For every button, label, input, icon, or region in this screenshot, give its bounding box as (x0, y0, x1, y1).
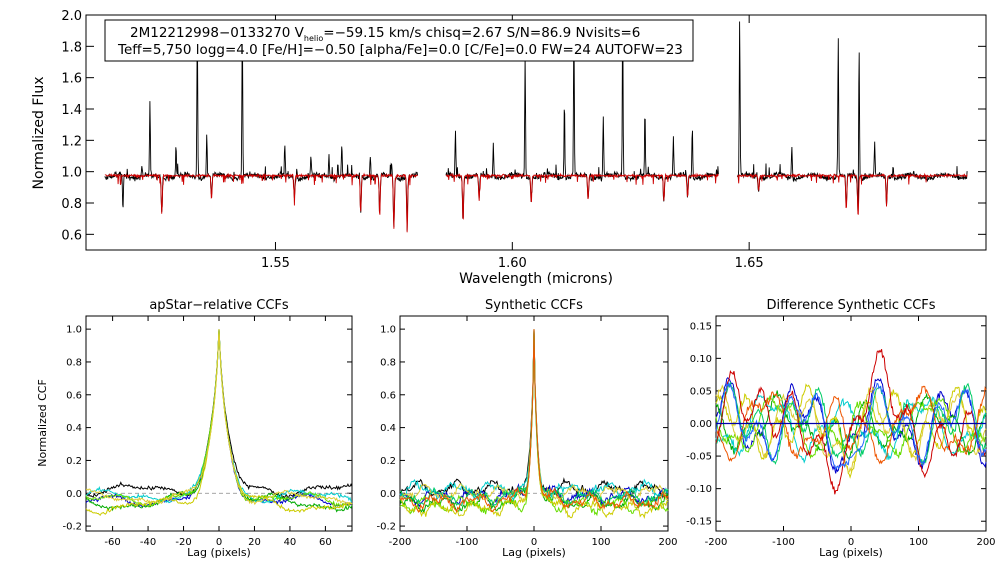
ccf-panel-difference-ticks: -200 -100 0 100 200 -0.15 -0.10 -0.05 0.00 0.05 0.… (686, 316, 996, 548)
x-tick-label: 200 (976, 537, 995, 548)
spectrum-annotation-box: 2M12212998−0133270 Vhelio=−59.15 km/s ch… (104, 19, 694, 62)
y-tick-label: 0.8 (61, 197, 82, 212)
x-tick-label: 100 (909, 537, 928, 548)
y-tick-label: -0.15 (686, 517, 712, 528)
ccf-panel-apstar-frame (85, 315, 353, 532)
ccf-panel-synthetic-plot (399, 329, 669, 520)
diff-ccf-series-3 (715, 393, 987, 464)
spectrum-ticks: 1.55 1.60 1.65 0.6 0.8 1.0 1.2 1.4 1.6 1.8 2.0 (61, 9, 986, 271)
y-tick-label: 1.6 (61, 72, 82, 87)
model-spectrum-chip-1 (104, 172, 418, 233)
y-tick-label: 0.8 (66, 357, 82, 368)
x-tick-label: -60 (104, 537, 120, 548)
y-tick-label: 1.0 (66, 325, 82, 336)
y-tick-label: 0.6 (66, 390, 82, 401)
annotation-star-velocity: 2M12212998−0133270 V (130, 25, 305, 41)
y-tick-label: 1.0 (61, 166, 82, 181)
x-tick-label: -100 (456, 537, 479, 548)
annotation-line-1: 2M12212998−0133270 Vhelio=−59.15 km/s ch… (130, 25, 640, 43)
x-tick-label: -200 (705, 537, 728, 548)
y-tick-label: 0.00 (690, 419, 712, 430)
y-tick-label: 0.15 (690, 321, 712, 332)
x-tick-label: 40 (284, 537, 297, 548)
y-tick-label: 1.8 (61, 40, 82, 55)
x-tick-label: -200 (389, 537, 412, 548)
model-spectrum-chip-3 (737, 172, 968, 215)
diff-ccf-series-5 (715, 383, 987, 479)
y-tick-label: -0.05 (686, 452, 712, 463)
x-tick-label: 0 (848, 537, 854, 548)
y-tick-label: 0.8 (380, 357, 396, 368)
x-tick-label: 1.55 (261, 256, 290, 271)
x-tick-label: 100 (591, 537, 610, 548)
annotation-line-2: Teff=5,750 logg=4.0 [Fe/H]=−0.50 [alpha/… (117, 42, 683, 58)
model-spectrum-chip-2 (445, 172, 719, 220)
y-tick-label: 0.0 (66, 489, 82, 500)
ccf-panel-difference-x-label: Lag (pixels) (819, 546, 883, 559)
ccf-panel-apstar: apStar−relative CCFs -60 -40 -20 0 20 40 60 -0.… (36, 298, 353, 559)
ccf-series-9 (399, 329, 669, 513)
annotation-subscript: helio (304, 34, 323, 43)
ccf-panel-apstar-ticks: -60 -40 -20 0 20 40 60 -0.2 0.0 0.2 0.4 0.6 0.8 1.0 (62, 316, 352, 548)
ccf-panel-difference: Difference Synthetic CCFs -200 -100 0 100 20… (686, 298, 995, 559)
ccf-series-5 (85, 329, 353, 508)
y-tick-label: 0.05 (690, 386, 712, 397)
y-tick-label: 0.4 (66, 423, 82, 434)
ccf-panel-synthetic-x-label: Lag (pixels) (502, 546, 566, 559)
y-tick-label: 0.0 (380, 489, 396, 500)
x-tick-label: -20 (175, 537, 191, 548)
annotation-stats: =−59.15 km/s chisq=2.67 S/N=86.9 Nvisits… (323, 25, 640, 41)
ccf-panel-synthetic-title: Synthetic CCFs (485, 298, 583, 313)
ccf-series-4 (85, 329, 353, 504)
x-tick-label: 1.60 (498, 256, 527, 271)
diff-ccf-series-7 (715, 382, 987, 465)
x-tick-label: -100 (772, 537, 795, 548)
x-tick-label: 0 (531, 537, 537, 548)
y-tick-label: -0.10 (686, 484, 712, 495)
spectrum-x-axis-label: Wavelength (microns) (459, 271, 613, 287)
x-tick-label: -40 (140, 537, 156, 548)
ccf-series-3 (85, 329, 353, 513)
ccf-panel-difference-plot (715, 349, 987, 495)
diff-ccf-series-6 (715, 384, 987, 473)
y-tick-label: 1.0 (380, 325, 396, 336)
y-tick-label: 2.0 (61, 9, 82, 24)
ccf-panel-apstar-y-label: Normalized CCF (36, 379, 49, 467)
y-tick-label: -0.2 (62, 522, 82, 533)
ccf-panel-synthetic: Synthetic CCFs -200 -100 0 100 200 -0.2 0.0 0.2… (376, 298, 677, 559)
y-tick-label: 1.4 (61, 103, 82, 118)
diff-ccf-series-9 (715, 349, 987, 495)
observed-spectrum-chip-3 (736, 21, 968, 211)
y-tick-label: 0.10 (690, 354, 712, 365)
diff-ccf-series-10 (715, 381, 987, 471)
ccf-series-1 (85, 329, 353, 499)
annotation-frame (104, 19, 694, 62)
y-tick-label: 0.6 (61, 228, 82, 243)
x-tick-label: 1.65 (735, 256, 764, 271)
y-tick-label: 0.4 (380, 423, 396, 434)
ccf-panel-apstar-title: apStar−relative CCFs (149, 298, 289, 313)
x-tick-label: 20 (248, 537, 261, 548)
y-tick-label: 0.2 (66, 456, 82, 467)
spectrum-plot (104, 21, 968, 233)
ccf-panel-apstar-x-label: Lag (pixels) (187, 546, 251, 559)
ccf-series-7 (86, 329, 353, 506)
x-tick-label: 200 (658, 537, 677, 548)
spectrum-frame (85, 14, 987, 251)
x-tick-label: 60 (319, 537, 332, 548)
ccf-series-2 (85, 329, 353, 508)
y-tick-label: 0.6 (380, 390, 396, 401)
spectrum-y-axis-label: Normalized Flux (31, 77, 47, 190)
spectrum-panel: 1.55 1.60 1.65 0.6 0.8 1.0 1.2 1.4 1.6 1.8 2.0 2M1… (31, 9, 987, 287)
y-tick-label: 1.2 (61, 134, 82, 149)
y-tick-label: 0.2 (380, 456, 396, 467)
diff-ccf-series-2 (715, 390, 987, 461)
ccf-panel-difference-title: Difference Synthetic CCFs (766, 298, 935, 313)
ccf-panel-apstar-plot (85, 329, 353, 516)
x-tick-label: 0 (216, 537, 222, 548)
y-tick-label: -0.2 (376, 522, 396, 533)
diff-ccf-series-8 (715, 385, 987, 465)
